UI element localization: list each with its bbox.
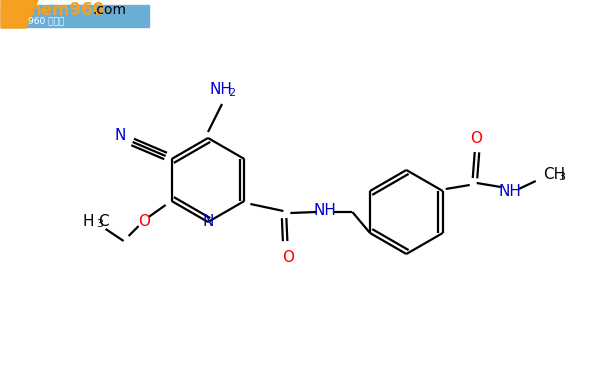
Text: .com: .com: [92, 3, 126, 17]
Text: 3: 3: [97, 219, 103, 229]
Text: 960 化工网: 960 化工网: [28, 16, 64, 26]
Text: 2: 2: [229, 88, 235, 98]
Polygon shape: [1, 0, 38, 28]
Text: 3: 3: [558, 172, 564, 182]
Bar: [1, 5, 149, 27]
Text: O: O: [283, 249, 295, 264]
Text: NH: NH: [209, 82, 232, 98]
Text: H: H: [83, 213, 94, 228]
Text: O: O: [137, 214, 149, 230]
Text: C: C: [99, 213, 109, 228]
Text: NH: NH: [499, 183, 521, 198]
Text: NH: NH: [314, 202, 337, 217]
Text: CH: CH: [543, 166, 565, 182]
Text: N: N: [202, 214, 214, 230]
Text: O: O: [469, 130, 482, 146]
Text: hem960: hem960: [30, 1, 105, 19]
Text: N: N: [115, 129, 126, 144]
